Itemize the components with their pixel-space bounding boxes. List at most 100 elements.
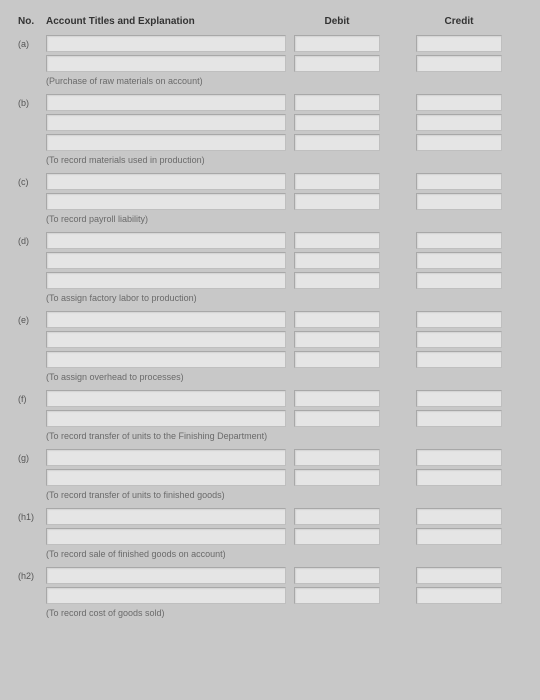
- account-title-input[interactable]: [46, 390, 286, 407]
- credit-input[interactable]: [416, 55, 502, 72]
- entry-number: (a): [18, 39, 46, 49]
- entry-row: (f): [18, 390, 522, 407]
- entry-row: (e): [18, 311, 522, 328]
- header-no: No.: [18, 16, 46, 27]
- credit-input[interactable]: [416, 311, 502, 328]
- entry-caption: (To record cost of goods sold): [18, 607, 522, 620]
- entry-number: (h2): [18, 571, 46, 581]
- entry-row: [18, 528, 522, 545]
- entry-row: [18, 193, 522, 210]
- account-title-input[interactable]: [46, 311, 286, 328]
- entry-block: (e) (To assign overhead to processes): [18, 311, 522, 384]
- entry-caption: (To record transfer of units to the Fini…: [18, 430, 522, 443]
- credit-input[interactable]: [416, 469, 502, 486]
- entry-block: (d) (To assign factory labor to productio…: [18, 232, 522, 305]
- credit-input[interactable]: [416, 94, 502, 111]
- debit-input[interactable]: [294, 508, 380, 525]
- entries-container: (a)(Purchase of raw materials on account…: [18, 35, 522, 620]
- account-title-input[interactable]: [46, 272, 286, 289]
- credit-input[interactable]: [416, 508, 502, 525]
- debit-input[interactable]: [294, 193, 380, 210]
- account-title-input[interactable]: [46, 114, 286, 131]
- debit-input[interactable]: [294, 252, 380, 269]
- debit-input[interactable]: [294, 587, 380, 604]
- debit-input[interactable]: [294, 55, 380, 72]
- entry-number: (f): [18, 394, 46, 404]
- account-title-input[interactable]: [46, 232, 286, 249]
- account-title-input[interactable]: [46, 567, 286, 584]
- credit-input[interactable]: [416, 528, 502, 545]
- entry-caption: (To assign factory labor to production): [18, 292, 522, 305]
- entry-row: (d): [18, 232, 522, 249]
- entry-caption: (To record transfer of units to finished…: [18, 489, 522, 502]
- account-title-input[interactable]: [46, 351, 286, 368]
- credit-input[interactable]: [416, 331, 502, 348]
- account-title-input[interactable]: [46, 55, 286, 72]
- account-title-input[interactable]: [46, 193, 286, 210]
- credit-input[interactable]: [416, 351, 502, 368]
- credit-input[interactable]: [416, 35, 502, 52]
- debit-input[interactable]: [294, 173, 380, 190]
- credit-input[interactable]: [416, 134, 502, 151]
- credit-input[interactable]: [416, 232, 502, 249]
- entry-row: (b): [18, 94, 522, 111]
- entry-row: [18, 469, 522, 486]
- credit-input[interactable]: [416, 449, 502, 466]
- credit-input[interactable]: [416, 567, 502, 584]
- debit-input[interactable]: [294, 94, 380, 111]
- debit-input[interactable]: [294, 390, 380, 407]
- debit-input[interactable]: [294, 449, 380, 466]
- debit-input[interactable]: [294, 331, 380, 348]
- entry-block: (g) (To record transfer of units to finis…: [18, 449, 522, 502]
- credit-input[interactable]: [416, 173, 502, 190]
- debit-input[interactable]: [294, 35, 380, 52]
- debit-input[interactable]: [294, 567, 380, 584]
- entry-number: (c): [18, 177, 46, 187]
- credit-input[interactable]: [416, 114, 502, 131]
- account-title-input[interactable]: [46, 35, 286, 52]
- credit-input[interactable]: [416, 390, 502, 407]
- debit-input[interactable]: [294, 134, 380, 151]
- account-title-input[interactable]: [46, 587, 286, 604]
- entry-caption: (To record materials used in production): [18, 154, 522, 167]
- account-title-input[interactable]: [46, 331, 286, 348]
- entry-row: (c): [18, 173, 522, 190]
- debit-input[interactable]: [294, 351, 380, 368]
- entry-number: (g): [18, 453, 46, 463]
- account-title-input[interactable]: [46, 252, 286, 269]
- credit-input[interactable]: [416, 587, 502, 604]
- debit-input[interactable]: [294, 272, 380, 289]
- entry-block: (b) (To record materials used in producti…: [18, 94, 522, 167]
- debit-input[interactable]: [294, 528, 380, 545]
- entry-row: [18, 55, 522, 72]
- debit-input[interactable]: [294, 311, 380, 328]
- debit-input[interactable]: [294, 469, 380, 486]
- account-title-input[interactable]: [46, 528, 286, 545]
- credit-input[interactable]: [416, 252, 502, 269]
- debit-input[interactable]: [294, 114, 380, 131]
- account-title-input[interactable]: [46, 410, 286, 427]
- debit-input[interactable]: [294, 410, 380, 427]
- entry-caption: (To assign overhead to processes): [18, 371, 522, 384]
- entry-number: (b): [18, 98, 46, 108]
- entry-row: [18, 331, 522, 348]
- entry-block: (f) (To record transfer of units to the F…: [18, 390, 522, 443]
- account-title-input[interactable]: [46, 469, 286, 486]
- credit-input[interactable]: [416, 193, 502, 210]
- credit-input[interactable]: [416, 410, 502, 427]
- account-title-input[interactable]: [46, 508, 286, 525]
- entry-row: [18, 114, 522, 131]
- account-title-input[interactable]: [46, 449, 286, 466]
- credit-input[interactable]: [416, 272, 502, 289]
- account-title-input[interactable]: [46, 173, 286, 190]
- entry-block: (a)(Purchase of raw materials on account…: [18, 35, 522, 88]
- debit-input[interactable]: [294, 232, 380, 249]
- entry-row: [18, 587, 522, 604]
- account-title-input[interactable]: [46, 94, 286, 111]
- header-debit: Debit: [292, 16, 382, 27]
- entry-block: (c)(To record payroll liability): [18, 173, 522, 226]
- entry-row: [18, 410, 522, 427]
- entry-row: [18, 272, 522, 289]
- account-title-input[interactable]: [46, 134, 286, 151]
- entry-row: [18, 351, 522, 368]
